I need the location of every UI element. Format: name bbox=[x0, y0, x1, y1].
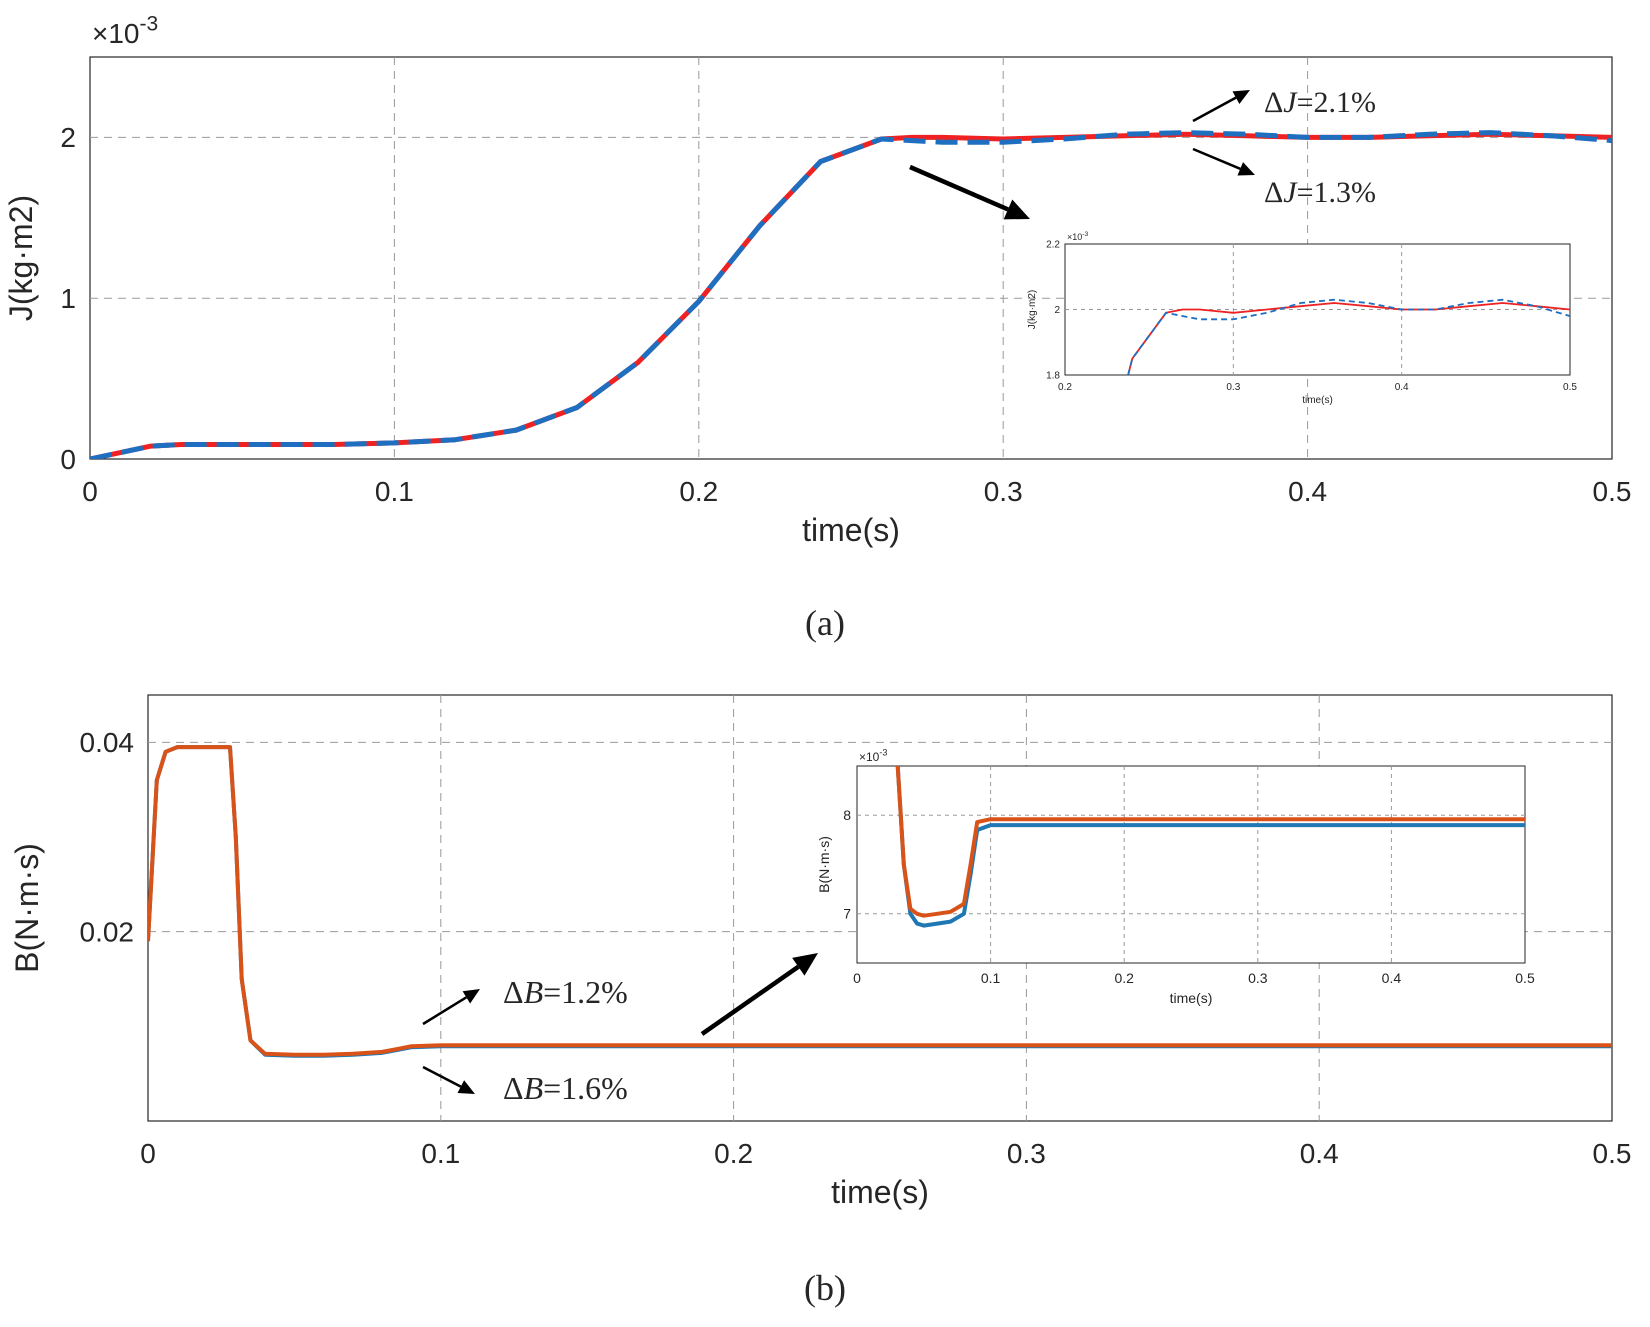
panel-a-y-exponent: ×10-3 bbox=[92, 12, 158, 49]
inset-b-x-tick-label: 0.2 bbox=[1114, 970, 1134, 986]
panel-a-x-tick-label: 0.5 bbox=[1593, 476, 1632, 507]
inset-a-axes: 0.2 0.3 0.4 0.5 1.8 2 2.2 time(s) J(kg·m2) ×10-3 bbox=[1027, 231, 1577, 406]
panel-a-annotation-arrow-1 bbox=[1192, 90, 1250, 123]
panel-a-y-tick-label: 1 bbox=[60, 283, 76, 314]
inset-a-plot-frame bbox=[1064, 243, 1571, 376]
inset-b-y-axis-label: B(N·m·s) bbox=[816, 836, 832, 893]
inset-a-y-tick-label: 1.8 bbox=[1046, 371, 1060, 382]
panel-a-annotation-2: ΔJ=1.3% bbox=[1264, 176, 1376, 209]
panel-b-y-tick-label: 0.04 bbox=[80, 727, 135, 758]
panel-a-caption: (a) bbox=[805, 603, 845, 643]
inset-a-y-exponent: ×10-3 bbox=[1067, 231, 1089, 242]
clip-a-series-blue-dashed bbox=[90, 130, 1612, 459]
panel-a-x-tick-label: 0.3 bbox=[984, 476, 1023, 507]
inset-b-x-tick-label: 0.1 bbox=[981, 970, 1001, 986]
inset-b-x-tick-label: 0.5 bbox=[1515, 970, 1535, 986]
panel-b-x-tick-label: 0 bbox=[140, 1138, 156, 1169]
inset-b-y-exponent: ×10-3 bbox=[859, 748, 887, 764]
panel-a-y-tick-label: 2 bbox=[60, 122, 76, 153]
inset-a-y-tick-label: 2 bbox=[1054, 305, 1060, 316]
panel-b-x-tick-label: 0.2 bbox=[714, 1138, 753, 1169]
panel-b-x-tick-label: 0.5 bbox=[1593, 1138, 1632, 1169]
inset-b-x-axis-label: time(s) bbox=[1170, 990, 1213, 1006]
inset-b-x-tick-label: 0.3 bbox=[1248, 970, 1268, 986]
clip-b-series-orange bbox=[148, 745, 1612, 1057]
panel-b-x-axis-label: time(s) bbox=[831, 1174, 929, 1210]
panel-b-x-tick-label: 0.1 bbox=[421, 1138, 460, 1169]
panel-a-x-axis-label: time(s) bbox=[802, 512, 900, 548]
inset-a-x-tick-label: 0.2 bbox=[1058, 382, 1072, 393]
panel-a-x-tick-label: 0.4 bbox=[1288, 476, 1327, 507]
clip-ia-series-blue-dashed bbox=[1127, 298, 1570, 375]
panel-b-x-tick-label: 0.3 bbox=[1007, 1138, 1046, 1169]
inset-a-y-axis-label: J(kg·m2) bbox=[1027, 290, 1038, 329]
panel-b-x-tick-label: 0.4 bbox=[1300, 1138, 1339, 1169]
panel-b-y-axis-label: B(N·m·s) bbox=[9, 843, 45, 973]
panel-a-y-tick-label: 0 bbox=[60, 444, 76, 475]
inset-b-axes: 0 0.1 0.2 0.3 0.4 0.5 7 8 time(s) B(N·m·s) ×10-3 bbox=[816, 748, 1535, 1006]
panel-b-y-tick-label: 0.02 bbox=[80, 916, 135, 947]
inset-a-x-tick-label: 0.5 bbox=[1563, 382, 1577, 393]
panel-a-annotation-arrow-2 bbox=[1192, 147, 1255, 176]
panel-a-x-tick-label: 0.1 bbox=[375, 476, 414, 507]
inset-a-x-axis-label: time(s) bbox=[1302, 395, 1333, 406]
inset-b-y-tick-label: 7 bbox=[843, 906, 851, 922]
panel-a-x-tick-label: 0.2 bbox=[679, 476, 718, 507]
panel-b-annotation-arrow-2 bbox=[422, 1065, 475, 1094]
inset-b-y-tick-label: 8 bbox=[843, 807, 851, 823]
panel-a-inset-pointer-arrow bbox=[909, 164, 1030, 220]
inset-b-x-tick-label: 0.4 bbox=[1382, 970, 1402, 986]
inset-a-x-tick-label: 0.3 bbox=[1226, 382, 1240, 393]
panel-b-annotation-2: ΔB=1.6% bbox=[503, 1070, 628, 1106]
inset-a-x-tick-label: 0.4 bbox=[1395, 382, 1409, 393]
panel-b-caption: (b) bbox=[804, 1268, 846, 1308]
panel-a-x-tick-label: 0 bbox=[82, 476, 98, 507]
panel-b-annotation-arrow-1 bbox=[422, 989, 480, 1026]
panel-b-inset-pointer-arrow bbox=[700, 953, 818, 1036]
inset-b-x-tick-label: 0 bbox=[853, 970, 861, 986]
panel-a-y-axis-label: J(kg·m2) bbox=[3, 195, 39, 321]
clip-ib-series-orange bbox=[895, 766, 1525, 918]
inset-b-plot-frame bbox=[856, 765, 1526, 964]
panel-a-annotation-1: ΔJ=2.1% bbox=[1264, 86, 1376, 119]
inset-a-y-tick-label: 2.2 bbox=[1046, 240, 1060, 251]
panel-b-annotation-1: ΔB=1.2% bbox=[503, 974, 628, 1010]
